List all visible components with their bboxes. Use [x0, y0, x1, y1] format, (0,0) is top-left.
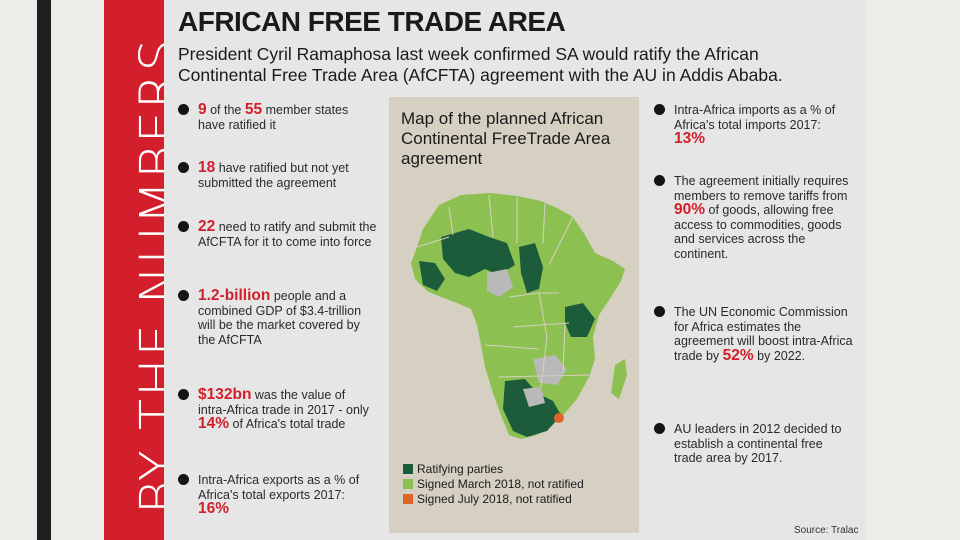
region-central-south: [533, 355, 567, 385]
region-botswana: [523, 387, 545, 407]
legend-signed-july: Signed July 2018, not ratified: [403, 492, 572, 506]
bullet-dot: [178, 104, 189, 115]
country-borders: [416, 194, 590, 388]
bullet-dot: [654, 104, 665, 115]
region-lesotho: [554, 413, 564, 423]
stat-tariffs: The agreement initially requires members…: [654, 174, 854, 261]
vertical-title: BY THE NUMBERS: [130, 37, 164, 514]
bullet-dot: [178, 290, 189, 301]
bullet-dot: [654, 306, 665, 317]
stat-imports: Intra-Africa imports as a % of Africa's …: [654, 103, 849, 147]
stat-ratified: 9 of the 55 member states have ratified …: [178, 102, 368, 132]
stat-uneca: The UN Economic Commission for Africa es…: [654, 305, 860, 363]
legend-swatch: [403, 464, 413, 474]
bullet-dot: [178, 221, 189, 232]
region-chad: [519, 243, 543, 293]
africa-map-box: Map of the planned African Continental F…: [389, 97, 639, 533]
stat-exports: Intra-Africa exports as a % of Africa's …: [178, 473, 370, 517]
region-nigeria: [487, 269, 513, 297]
region-southern-africa: [503, 379, 561, 437]
region-west-coast: [419, 261, 445, 291]
map-title: Map of the planned African Continental F…: [401, 109, 611, 168]
stat-not-submitted: 18 have ratified but not yet submitted t…: [178, 160, 368, 190]
region-mauritania-mali-niger: [441, 229, 515, 277]
stat-population: 1.2-billion people and a combined GDP of…: [178, 288, 370, 347]
infographic-subtitle: President Cyril Ramaphosa last week conf…: [178, 44, 783, 85]
bullet-dot: [178, 162, 189, 173]
region-madagascar: [611, 359, 627, 399]
stat-au-leaders: AU leaders in 2012 decided to establish …: [654, 422, 849, 466]
stat-need-ratify: 22 need to ratify and submit the AfCFTA …: [178, 219, 390, 249]
infographic-title: AFRICAN FREE TRADE AREA: [178, 6, 566, 37]
bullet-dot: [654, 423, 665, 434]
bullet-dot: [178, 389, 189, 400]
legend-swatch: [403, 479, 413, 489]
source-credit: Source: Tralac: [794, 525, 859, 536]
africa-map: [411, 193, 627, 439]
legend-signed-march: Signed March 2018, not ratified: [403, 477, 584, 491]
region-east-africa: [565, 303, 595, 337]
bullet-dot: [654, 175, 665, 186]
slide-edge-bar: [37, 0, 51, 540]
infographic-panel: BY THE NUMBERS AFRICAN FREE TRADE AREA P…: [104, 0, 866, 540]
legend-swatch: [403, 494, 413, 504]
red-side-strip: BY THE NUMBERS: [104, 0, 164, 540]
stat-trade-value: $132bn was the value of intra-Africa tra…: [178, 387, 370, 432]
legend-ratified: Ratifying parties: [403, 462, 503, 476]
bullet-dot: [178, 474, 189, 485]
